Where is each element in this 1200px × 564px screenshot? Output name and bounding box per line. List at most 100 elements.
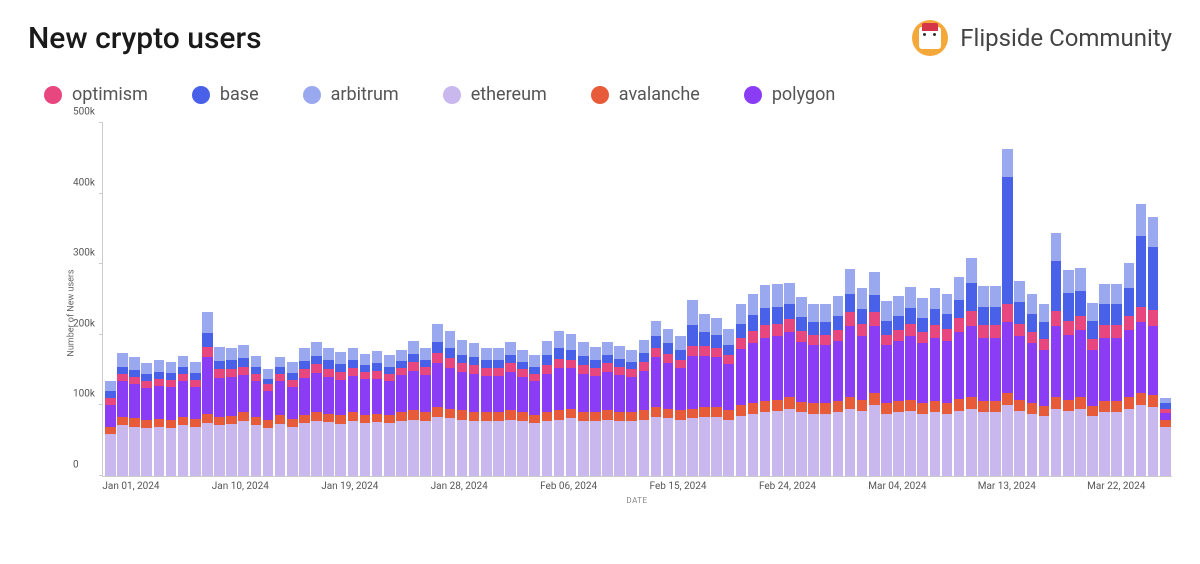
legend-item-optimism[interactable]: optimism [44, 84, 148, 105]
bar-column[interactable] [1148, 123, 1159, 476]
bar-column[interactable] [760, 123, 771, 476]
bar-column[interactable] [833, 123, 844, 476]
bar-column[interactable] [748, 123, 759, 476]
legend-item-arbitrum[interactable]: arbitrum [303, 84, 399, 105]
bar-column[interactable] [1099, 123, 1110, 476]
bar-column[interactable] [1027, 123, 1038, 476]
bar-column[interactable] [663, 123, 674, 476]
bar-column[interactable] [348, 123, 359, 476]
bar-segment-ethereum [602, 420, 613, 476]
bar-column[interactable] [602, 123, 613, 476]
bar-column[interactable] [978, 123, 989, 476]
bar-column[interactable] [372, 123, 383, 476]
bar-column[interactable] [323, 123, 334, 476]
bar-column[interactable] [287, 123, 298, 476]
bar-column[interactable] [845, 123, 856, 476]
bar-column[interactable] [614, 123, 625, 476]
bar-column[interactable] [117, 123, 128, 476]
bar-column[interactable] [687, 123, 698, 476]
bar-column[interactable] [954, 123, 965, 476]
bar-column[interactable] [529, 123, 540, 476]
bar-column[interactable] [578, 123, 589, 476]
bar-column[interactable] [129, 123, 140, 476]
bar-column[interactable] [966, 123, 977, 476]
bar-column[interactable] [166, 123, 177, 476]
bar-column[interactable] [881, 123, 892, 476]
legend-item-avalanche[interactable]: avalanche [591, 84, 700, 105]
bar-column[interactable] [432, 123, 443, 476]
bar-column[interactable] [214, 123, 225, 476]
bar-segment-optimism [1087, 339, 1098, 350]
bar-column[interactable] [202, 123, 213, 476]
bar-column[interactable] [699, 123, 710, 476]
bar-column[interactable] [554, 123, 565, 476]
bar-column[interactable] [335, 123, 346, 476]
bar-column[interactable] [1087, 123, 1098, 476]
bar-column[interactable] [408, 123, 419, 476]
bar-column[interactable] [905, 123, 916, 476]
bar-column[interactable] [154, 123, 165, 476]
bar-column[interactable] [238, 123, 249, 476]
bar-column[interactable] [675, 123, 686, 476]
bar-column[interactable] [590, 123, 601, 476]
bar-column[interactable] [384, 123, 395, 476]
bar-column[interactable] [942, 123, 953, 476]
bar-column[interactable] [930, 123, 941, 476]
bar-column[interactable] [990, 123, 1001, 476]
bar-column[interactable] [542, 123, 553, 476]
bar-column[interactable] [445, 123, 456, 476]
bar-column[interactable] [723, 123, 734, 476]
bar-column[interactable] [1111, 123, 1122, 476]
bar-column[interactable] [481, 123, 492, 476]
bar-column[interactable] [1002, 123, 1013, 476]
bar-column[interactable] [869, 123, 880, 476]
bar-column[interactable] [651, 123, 662, 476]
bar-column[interactable] [396, 123, 407, 476]
legend-item-polygon[interactable]: polygon [744, 84, 835, 105]
bar-column[interactable] [626, 123, 637, 476]
bar-column[interactable] [820, 123, 831, 476]
bar-column[interactable] [772, 123, 783, 476]
bar-column[interactable] [1160, 123, 1171, 476]
bar-column[interactable] [469, 123, 480, 476]
brand[interactable]: Flipside Community [912, 20, 1172, 56]
bar-column[interactable] [311, 123, 322, 476]
bar-column[interactable] [226, 123, 237, 476]
bar-column[interactable] [275, 123, 286, 476]
bar-column[interactable] [420, 123, 431, 476]
bar-segment-arbitrum [1027, 294, 1038, 314]
bar-column[interactable] [493, 123, 504, 476]
bar-column[interactable] [711, 123, 722, 476]
bar-column[interactable] [736, 123, 747, 476]
legend-item-ethereum[interactable]: ethereum [443, 84, 547, 105]
bar-segment-avalanche [578, 412, 589, 421]
bar-column[interactable] [1075, 123, 1086, 476]
bar-column[interactable] [517, 123, 528, 476]
bar-column[interactable] [917, 123, 928, 476]
bar-column[interactable] [1124, 123, 1135, 476]
bar-column[interactable] [1063, 123, 1074, 476]
bar-column[interactable] [141, 123, 152, 476]
bar-column[interactable] [808, 123, 819, 476]
bar-column[interactable] [190, 123, 201, 476]
bar-column[interactable] [796, 123, 807, 476]
bar-column[interactable] [251, 123, 262, 476]
bar-column[interactable] [857, 123, 868, 476]
bar-column[interactable] [1136, 123, 1147, 476]
bar-column[interactable] [893, 123, 904, 476]
bar-column[interactable] [505, 123, 516, 476]
bar-column[interactable] [1039, 123, 1050, 476]
bar-column[interactable] [360, 123, 371, 476]
bar-column[interactable] [639, 123, 650, 476]
bar-column[interactable] [1014, 123, 1025, 476]
bar-column[interactable] [1051, 123, 1062, 476]
bar-column[interactable] [784, 123, 795, 476]
legend-item-base[interactable]: base [192, 84, 259, 105]
bar-column[interactable] [299, 123, 310, 476]
bar-segment-avalanche [820, 403, 831, 414]
bar-column[interactable] [105, 123, 116, 476]
bar-column[interactable] [263, 123, 274, 476]
bar-column[interactable] [566, 123, 577, 476]
bar-column[interactable] [178, 123, 189, 476]
bar-column[interactable] [457, 123, 468, 476]
